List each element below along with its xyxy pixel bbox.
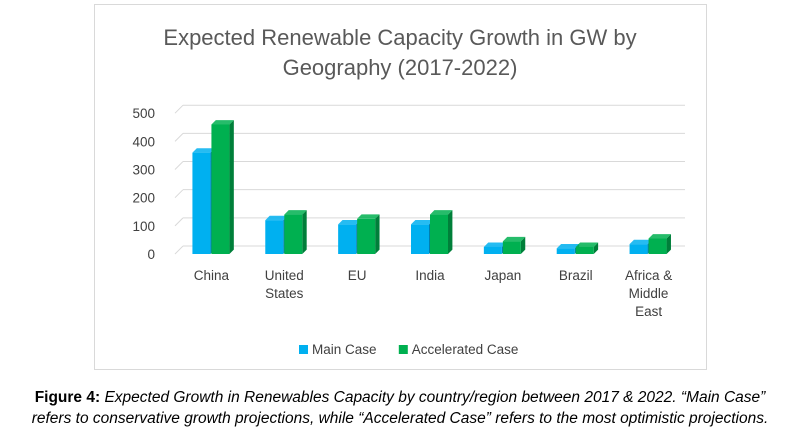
bar-accelerated-case-side: [666, 234, 671, 254]
y-tick-label: 100: [132, 219, 155, 234]
bar-main-case: [483, 246, 502, 254]
bar-main-case-top: [556, 243, 580, 249]
bar-main-case-top: [192, 148, 215, 153]
bar-accelerated-case-side: [520, 236, 526, 254]
y-tick-label: 500: [132, 106, 155, 121]
chart-title-line: Geography (2017-2022): [283, 55, 518, 80]
bar-accelerated-case: [430, 214, 448, 254]
gridline-side: [174, 245, 184, 255]
bar-main-case: [629, 244, 648, 254]
caption-line-2: refers to conservative growth projection…: [31, 410, 769, 427]
gridline-side: [174, 161, 184, 170]
bar-accelerated-case: [648, 238, 667, 254]
caption-line-1: Expected Growth in Renewables Capacity b…: [100, 389, 766, 406]
legend-label: Main Case: [312, 342, 377, 357]
legend-swatch: [299, 345, 308, 354]
bar-accelerated-case-side: [375, 214, 380, 254]
y-tick-label: 200: [132, 191, 155, 206]
gridline-side: [174, 133, 184, 142]
x-tick-label: Brazil: [559, 268, 593, 283]
bar-main-case-top: [411, 220, 434, 225]
bar-accelerated-case-top: [211, 120, 234, 125]
bar-accelerated-case-side: [302, 210, 307, 254]
bar-chart: Expected Renewable Capacity Growth in GW…: [132, 25, 685, 357]
figure-caption: Figure 4: Expected Growth in Renewables …: [0, 387, 800, 429]
bar-accelerated-case: [575, 246, 594, 254]
x-tick-label: Middle: [629, 286, 669, 301]
bar-main-case: [556, 248, 575, 254]
x-tick-label: China: [194, 268, 230, 283]
gridline-side: [174, 217, 184, 227]
bar-accelerated-case-side: [593, 242, 599, 254]
gridline-side: [174, 189, 184, 199]
chart-title-line: Expected Renewable Capacity Growth in GW…: [163, 25, 636, 50]
x-tick-label: EU: [348, 268, 367, 283]
x-tick-label: States: [265, 286, 304, 301]
legend-swatch: [398, 345, 408, 354]
bar-accelerated-case: [284, 214, 303, 254]
bar-accelerated-case-top: [284, 210, 307, 215]
x-tick-label: United: [265, 268, 304, 283]
bar-accelerated-case: [357, 218, 376, 254]
bar-accelerated-case-top: [648, 234, 671, 239]
chart-frame: Expected Renewable Capacity Growth in GW…: [94, 4, 707, 370]
y-tick-label: 300: [132, 163, 155, 178]
gridline-side: [174, 104, 184, 114]
bar-accelerated-case-side: [229, 120, 234, 255]
bar-main-case-top: [629, 239, 652, 245]
bar-accelerated-case-top: [502, 236, 526, 242]
x-tick-label: Africa &: [625, 268, 672, 283]
bar-main-case: [338, 224, 357, 254]
x-tick-label: Japan: [484, 268, 521, 283]
y-tick-label: 400: [132, 134, 155, 149]
bar-accelerated-case-top: [357, 214, 380, 219]
bar-main-case: [411, 224, 429, 254]
bar-main-case-top: [265, 215, 288, 221]
bar-main-case-top: [483, 242, 507, 247]
bar-accelerated-case-side: [448, 210, 453, 254]
y-tick-label: 0: [147, 247, 155, 262]
bar-accelerated-case-top: [430, 210, 453, 215]
bar-main-case: [265, 220, 284, 254]
legend-label: Accelerated Case: [412, 342, 519, 357]
x-tick-label: India: [415, 268, 445, 283]
x-tick-label: East: [635, 304, 662, 319]
caption-label: Figure 4:: [34, 389, 101, 406]
bar-accelerated-case: [211, 124, 230, 255]
bar-accelerated-case-top: [575, 242, 599, 247]
bar-accelerated-case: [502, 241, 521, 254]
bar-main-case: [192, 152, 211, 254]
bar-main-case-top: [338, 220, 361, 225]
